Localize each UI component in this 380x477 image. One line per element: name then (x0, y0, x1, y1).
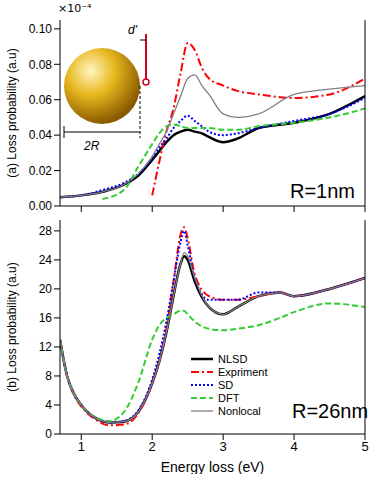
svg-text:0: 0 (45, 427, 52, 441)
html-text:×10⁻⁴: ×10⁻⁴ (58, 2, 92, 15)
html-text:DFT: DFT (218, 391, 240, 404)
svg-text:0.06: 0.06 (29, 93, 53, 107)
svg-text:2: 2 (149, 439, 156, 454)
svg-text:16: 16 (39, 311, 53, 325)
html-text:Nonlocal: Nonlocal (218, 404, 261, 417)
svg-text:12: 12 (39, 340, 53, 354)
svg-text:4: 4 (290, 439, 297, 454)
svg-text:0.02: 0.02 (29, 164, 53, 178)
svg-text:3: 3 (220, 439, 227, 454)
svg-text:d': d' (128, 23, 138, 37)
svg-text:4: 4 (45, 398, 52, 412)
svg-text:2R: 2R (83, 139, 100, 153)
html-text:NLSD: NLSD (218, 352, 248, 365)
svg-text:0.10: 0.10 (29, 22, 53, 36)
svg-text:Energy loss (eV): Energy loss (eV) (161, 459, 264, 474)
svg-text:1: 1 (78, 439, 85, 454)
svg-text:5: 5 (361, 439, 368, 454)
html-text:SD: SD (218, 378, 234, 391)
html-text:Expriment: Expriment (218, 365, 268, 378)
html-text:R=26nm: R=26nm (292, 400, 369, 422)
svg-text:24: 24 (39, 253, 53, 267)
svg-text:0.04: 0.04 (29, 128, 53, 142)
svg-text:(b) Loss probability (a.u): (b) Loss probability (a.u) (5, 262, 19, 391)
svg-text:20: 20 (39, 282, 53, 296)
svg-text:(a) Loss probability (a.u): (a) Loss probability (a.u) (5, 48, 19, 177)
html-text:R=1nm: R=1nm (290, 180, 355, 202)
svg-text:8: 8 (45, 369, 52, 383)
svg-text:0.08: 0.08 (29, 58, 53, 72)
svg-text:0.00: 0.00 (29, 199, 53, 212)
svg-text:28: 28 (39, 224, 53, 238)
